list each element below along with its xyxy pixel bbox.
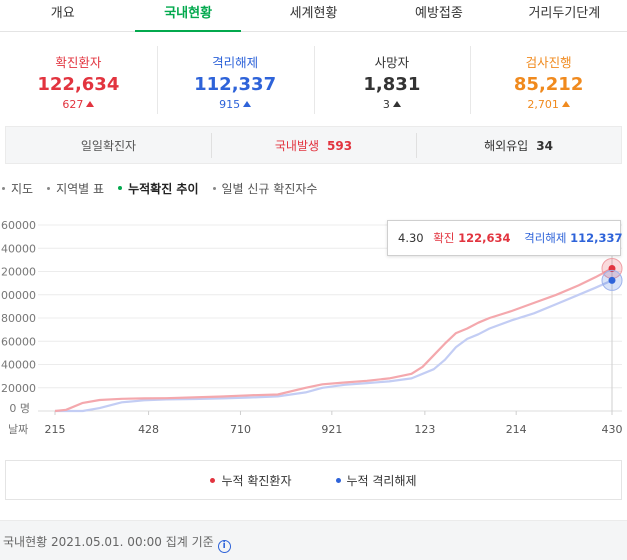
stat-label: 사망자 bbox=[374, 55, 410, 70]
released-end-point bbox=[608, 276, 616, 284]
tooltip-date: 4.30 bbox=[398, 231, 424, 245]
tooltip-released: 격리해제 112,337 bbox=[524, 231, 622, 245]
x-tick-label: 921 bbox=[321, 423, 342, 436]
tooltip-released-value: 112,337 bbox=[570, 231, 623, 245]
daily-confirmed-label: 일일확진자 bbox=[80, 138, 137, 153]
x-tick-label: 214 bbox=[506, 423, 527, 436]
domestic-cases: 국내발생 593 bbox=[211, 132, 416, 158]
stat-confirmed: 확진환자 122,634 627 bbox=[0, 40, 157, 120]
subtab-map[interactable]: 지도 bbox=[2, 180, 33, 197]
bullet-icon bbox=[212, 187, 216, 190]
stat-delta-value: 2,701 bbox=[527, 98, 559, 111]
stat-deaths: 사망자 1,831 3 bbox=[313, 40, 471, 120]
chart-legend: 누적 확진환자 누적 격리해제 bbox=[5, 460, 622, 500]
subtab-cumulative-trend[interactable]: 누적확진 추이 bbox=[118, 180, 199, 197]
x-tick-label: 710 bbox=[230, 423, 251, 436]
x-tick-label: 123 bbox=[414, 423, 435, 436]
tab-distancing[interactable]: 거리두기단계 bbox=[528, 6, 601, 21]
subtab-region-table[interactable]: 지역별 표 bbox=[47, 180, 104, 197]
stat-label: 검사진행 bbox=[525, 55, 572, 70]
y-tick-label: 80000 bbox=[1, 312, 36, 325]
legend-confirmed[interactable]: 누적 확진환자 bbox=[210, 472, 292, 489]
info-icon[interactable]: i bbox=[217, 540, 231, 553]
blue-dot-icon bbox=[335, 477, 341, 483]
y-unit-label: 0 명 bbox=[9, 402, 30, 415]
legend-released[interactable]: 누적 격리해제 bbox=[335, 472, 417, 489]
cumulative-chart[interactable]: 160000 140000 120000 100000 80000 60000 40000 2… bbox=[0, 210, 627, 442]
y-tick-label: 100000 bbox=[0, 289, 36, 302]
up-triangle-icon bbox=[86, 101, 95, 107]
daily-summary-bar: 일일확진자 국내발생 593 해외유입 34 bbox=[5, 126, 622, 164]
subtab-label: 지역별 표 bbox=[56, 182, 105, 196]
domestic-value: 593 bbox=[327, 138, 353, 153]
stat-delta-value: 627 bbox=[62, 98, 84, 111]
red-dot-icon bbox=[210, 477, 216, 483]
subtab-label: 지도 bbox=[11, 182, 34, 196]
up-triangle-icon bbox=[392, 101, 401, 107]
overseas-label: 해외유입 bbox=[484, 138, 529, 153]
legend-label: 누적 확진환자 bbox=[221, 473, 292, 488]
stat-delta: 915 bbox=[157, 98, 314, 111]
chart-subtabs: 지도 지역별 표 누적확진 추이 일별 신규 확진자수 bbox=[2, 180, 331, 197]
tab-world[interactable]: 세계현황 bbox=[289, 6, 338, 21]
x-axis-title: 날짜 bbox=[8, 423, 28, 436]
y-tick-label: 160000 bbox=[0, 219, 36, 232]
y-tick-label: 140000 bbox=[0, 242, 36, 255]
stat-value: 122,634 bbox=[37, 74, 120, 95]
tooltip-released-label: 격리해제 bbox=[524, 231, 567, 245]
tooltip-confirmed-label: 확진 bbox=[433, 231, 455, 245]
bullet-icon bbox=[118, 186, 123, 190]
stat-value: 1,831 bbox=[363, 74, 421, 95]
footer: 국내현황 2021.05.01. 00:00 집계 기준 i bbox=[0, 520, 627, 560]
released-series-line bbox=[55, 279, 613, 413]
subtab-label: 누적확진 추이 bbox=[128, 182, 199, 196]
x-tick-label: 428 bbox=[138, 423, 159, 436]
y-tick-label: 20000 bbox=[1, 382, 36, 395]
stat-released: 격리해제 112,337 915 bbox=[156, 40, 314, 120]
stat-testing: 검사진행 85,212 2,701 bbox=[470, 40, 627, 120]
stat-value: 112,337 bbox=[194, 74, 277, 95]
overseas-cases: 해외유입 34 bbox=[416, 132, 621, 158]
up-triangle-icon bbox=[243, 101, 252, 107]
up-triangle-icon bbox=[561, 101, 570, 107]
tab-domestic[interactable]: 국내현황 bbox=[125, 0, 250, 32]
stat-value: 85,212 bbox=[513, 74, 584, 95]
x-tick-label: 215 bbox=[45, 423, 66, 436]
stat-delta-value: 3 bbox=[382, 98, 390, 111]
tab-vaccination[interactable]: 예방접종 bbox=[415, 6, 463, 21]
bullet-icon bbox=[47, 187, 51, 190]
y-tick-label: 120000 bbox=[0, 266, 36, 279]
domestic-label: 국내발생 bbox=[274, 138, 320, 153]
y-tick-label: 60000 bbox=[1, 335, 36, 348]
stat-delta: 2,701 bbox=[470, 98, 627, 111]
x-tick-label: 430 bbox=[602, 423, 623, 436]
tab-overview[interactable]: 개요 bbox=[50, 6, 75, 21]
stat-delta: 3 bbox=[314, 98, 471, 111]
tooltip-confirmed: 확진 122,634 bbox=[433, 231, 510, 245]
confirmed-series-line bbox=[54, 267, 613, 413]
stat-delta-value: 915 bbox=[219, 98, 241, 111]
stat-delta: 627 bbox=[0, 98, 157, 111]
bullet-icon bbox=[2, 187, 5, 190]
chart-tooltip: 4.30 확진 122,634 격리해제 112,337 bbox=[387, 220, 623, 256]
tooltip-confirmed-value: 122,634 bbox=[458, 231, 511, 245]
legend-label: 누적 격리해제 bbox=[346, 473, 417, 488]
main-tabs: 개요 국내현황 세계현황 예방접종 거리두기단계 bbox=[0, 0, 627, 32]
footer-text: 국내현황 2021.05.01. 00:00 집계 기준 bbox=[3, 535, 214, 549]
subtab-label: 일별 신규 확진자수 bbox=[221, 182, 318, 196]
overseas-value: 34 bbox=[536, 138, 553, 153]
stat-label: 격리해제 bbox=[212, 55, 259, 70]
y-tick-label: 40000 bbox=[1, 359, 36, 372]
stats-panel: 확진환자 122,634 627 격리해제 112,337 915 사망자 1,… bbox=[0, 40, 627, 120]
subtab-daily-new[interactable]: 일별 신규 확진자수 bbox=[212, 180, 318, 197]
stat-label: 확진환자 bbox=[55, 55, 102, 70]
